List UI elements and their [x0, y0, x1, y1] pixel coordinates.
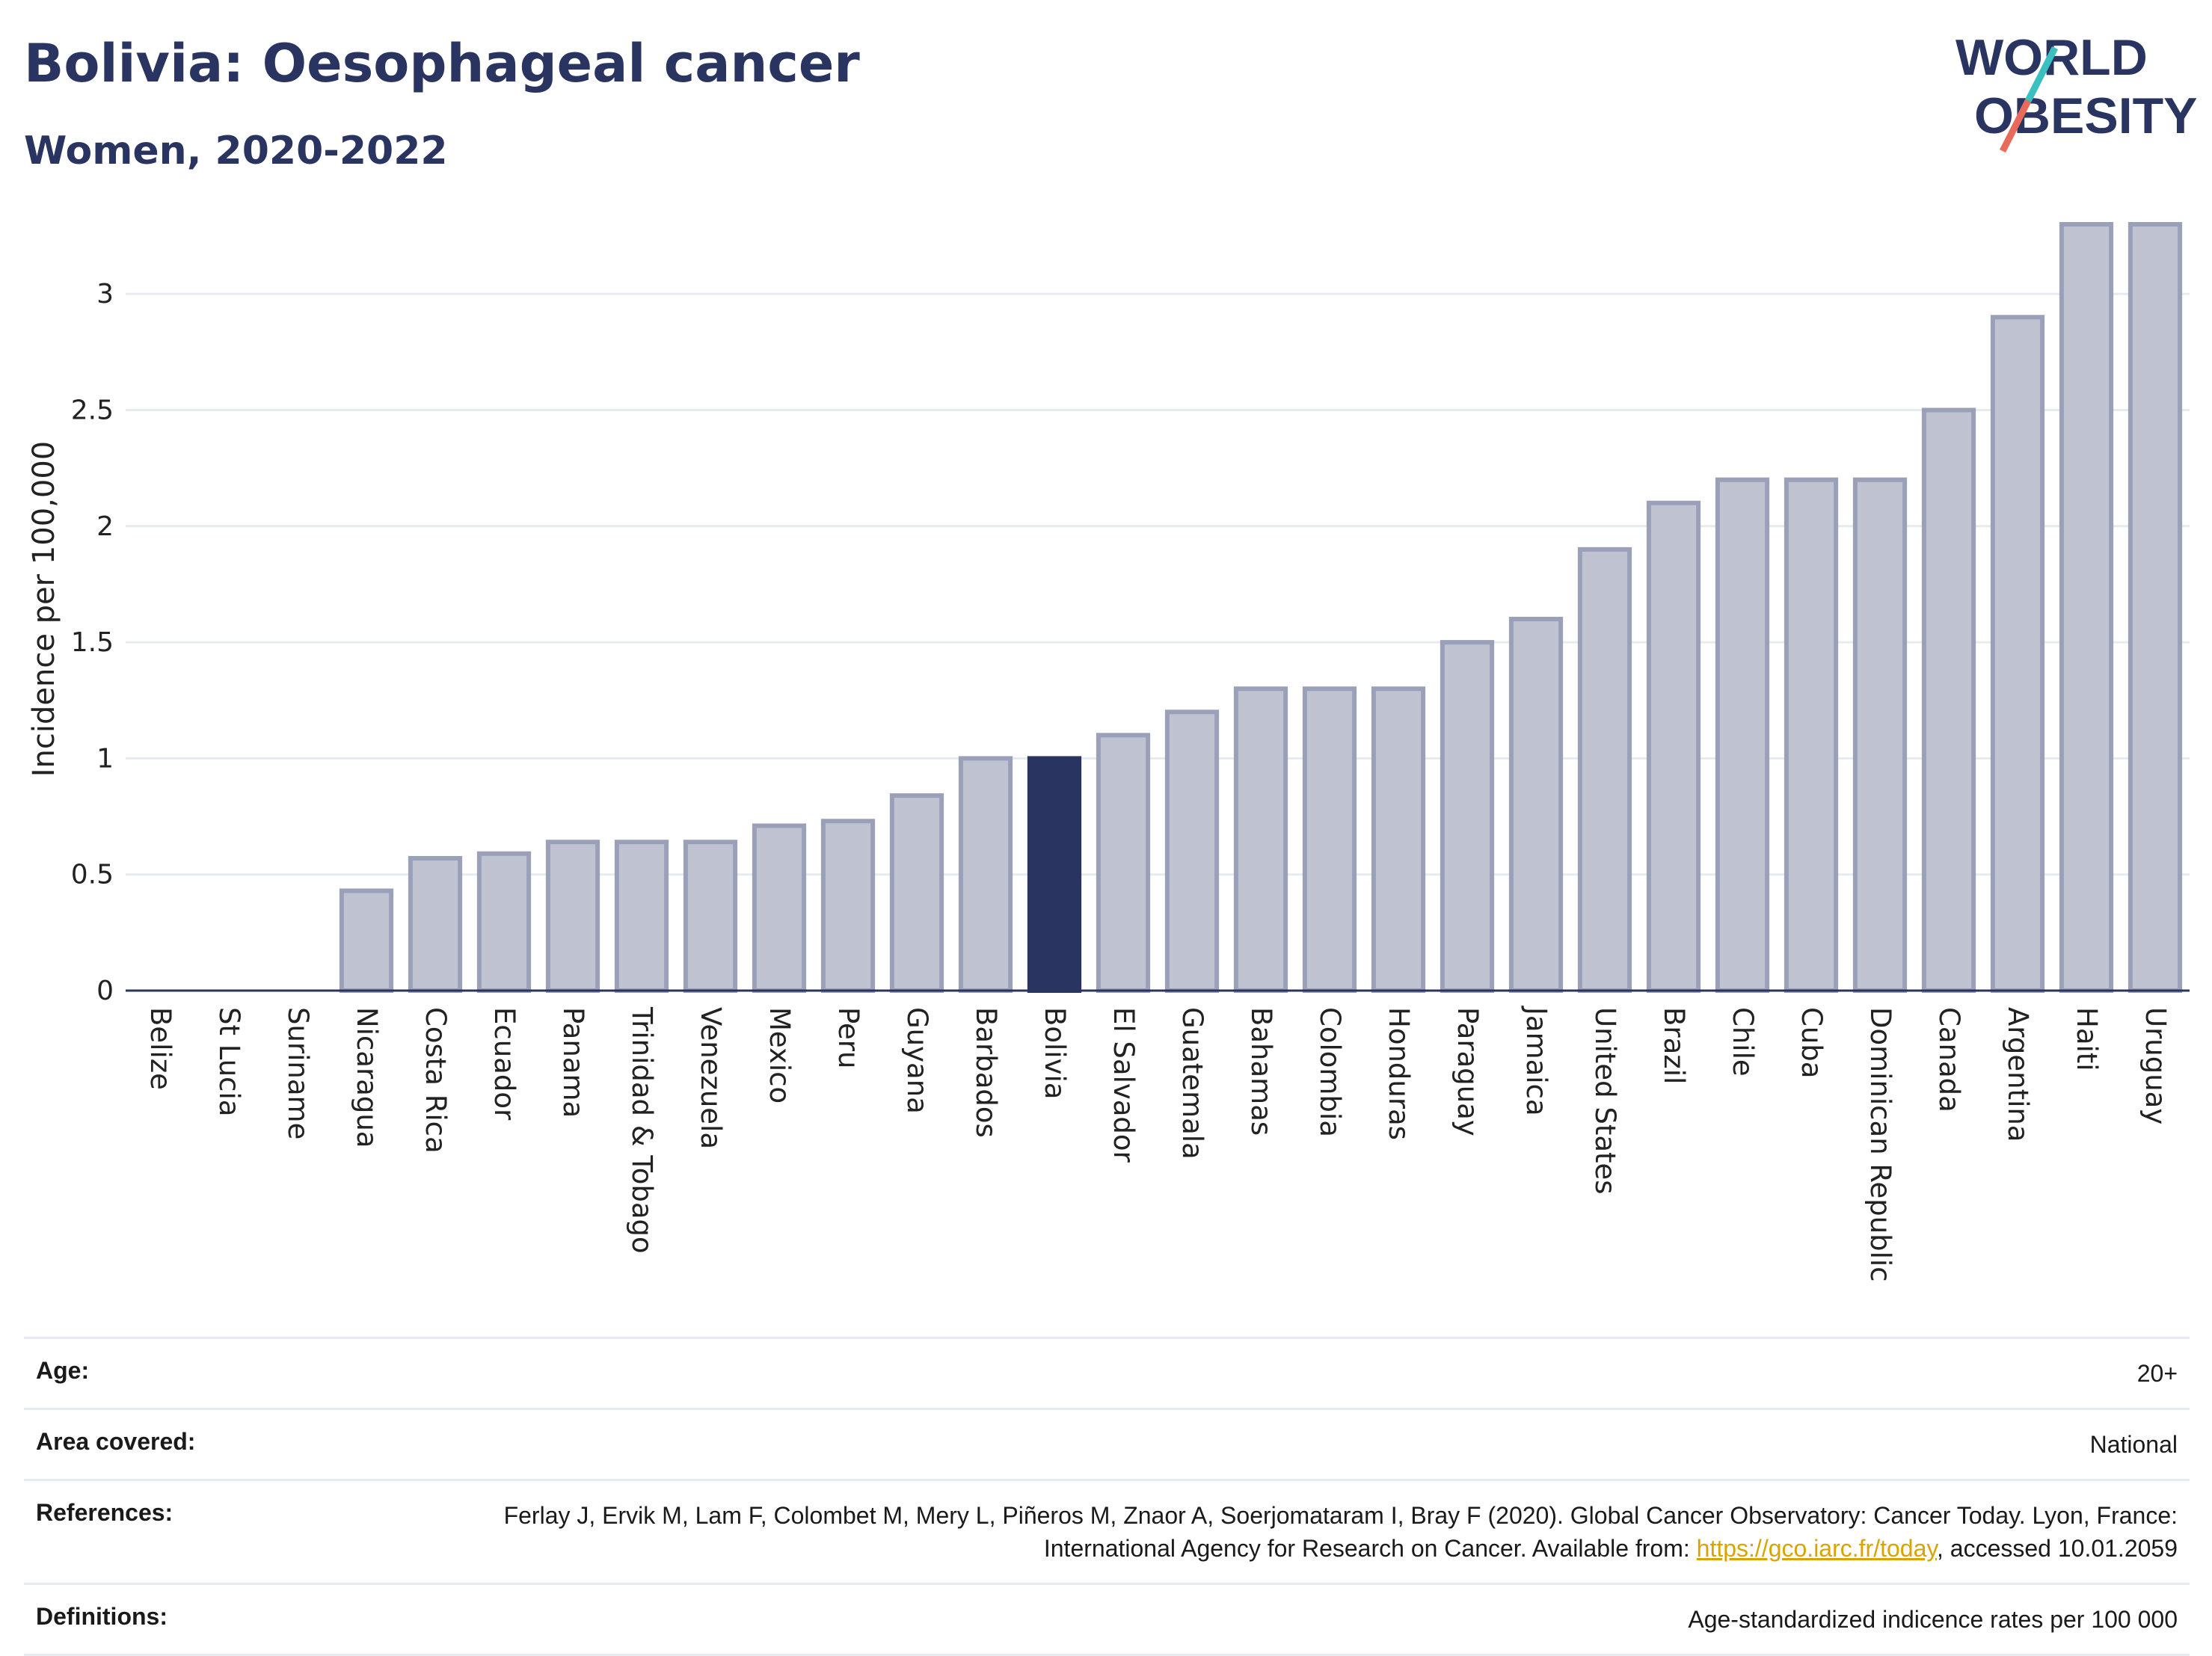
bar — [820, 819, 876, 993]
bar — [1440, 640, 1495, 993]
page-subtitle: Women, 2020-2022 — [24, 129, 448, 173]
world-obesity-logo: WORLD OBESITY — [1956, 29, 2198, 153]
x-tick-label: Guyana — [901, 1007, 933, 1114]
area-label: Area covered: — [36, 1428, 196, 1455]
x-tick-label: Uruguay — [2139, 1007, 2172, 1124]
x-tick-label: Costa Rica — [420, 1007, 452, 1154]
area-value: National — [2089, 1431, 2178, 1458]
y-tick-label: 1 — [96, 743, 114, 774]
y-tick-label: 3 — [96, 279, 114, 310]
x-tick-label: Canada — [1933, 1007, 1965, 1112]
metadata-table: Age: 20+ Area covered: National Referenc… — [24, 1337, 2190, 1656]
x-tick-label: Peru — [832, 1007, 864, 1068]
references-label: References: — [36, 1499, 173, 1526]
x-tick-label: El Salvador — [1107, 1007, 1140, 1163]
bar — [752, 823, 807, 994]
meta-row-definitions: Definitions: Age-standardized indicence … — [24, 1583, 2190, 1656]
bar — [958, 756, 1013, 993]
x-tick-label: Dominican Republic — [1864, 1007, 1896, 1282]
bar — [1508, 617, 1564, 993]
bar — [1302, 686, 1357, 993]
y-tick-label: 0.5 — [71, 860, 114, 890]
age-label: Age: — [36, 1357, 90, 1384]
bar — [1852, 477, 1908, 993]
x-tick-label: Chile — [1727, 1007, 1759, 1077]
references-accessed: , accessed 10.01.2059 — [1936, 1535, 2178, 1562]
page-title: Bolivia: Oesophageal cancer — [24, 33, 860, 94]
y-tick-label: 2.5 — [71, 395, 114, 425]
age-value: 20+ — [2136, 1360, 2178, 1387]
meta-row-area: Area covered: National — [24, 1408, 2190, 1479]
x-tick-label: Barbados — [970, 1007, 1002, 1138]
x-tick-label: Bahamas — [1245, 1007, 1277, 1136]
bar — [1646, 500, 1701, 993]
bar — [545, 840, 600, 994]
x-tick-label: Nicaragua — [351, 1007, 383, 1148]
x-tick-label: United States — [1589, 1007, 1621, 1195]
x-tick-label: Cuba — [1795, 1007, 1828, 1078]
bar-chart: 0 0.5 1 1.5 2 2.5 3 Incidence per 100,000 Belize… — [27, 222, 2190, 1282]
bar — [889, 793, 944, 994]
bar — [1577, 547, 1632, 993]
bar — [614, 840, 669, 994]
x-tick-label: Venezuela — [695, 1007, 727, 1149]
x-tick-label: Colombia — [1314, 1007, 1346, 1137]
bar — [1027, 756, 1082, 993]
x-tick-label: Trinidad & Tobago — [626, 1006, 658, 1254]
y-tick-label: 1.5 — [71, 627, 114, 658]
x-tick-label: Honduras — [1383, 1007, 1415, 1140]
x-tick-label: Panama — [557, 1007, 589, 1118]
bar — [1990, 315, 2045, 993]
bar — [1096, 733, 1151, 993]
references-text: Ferlay J, Ervik M, Lam F, Colombet M, Me… — [503, 1502, 2178, 1562]
bar — [408, 855, 463, 994]
x-tick-label: Belize — [144, 1007, 176, 1090]
x-tick-label: Guatemala — [1176, 1007, 1208, 1160]
x-tick-label: Ecuador — [488, 1007, 520, 1121]
x-tick-label: Brazil — [1658, 1007, 1690, 1084]
x-tick-label: Suriname — [282, 1007, 314, 1139]
bar — [339, 888, 394, 994]
references-value: Ferlay J, Ervik M, Lam F, Colombet M, Me… — [458, 1499, 2178, 1565]
bar — [1233, 686, 1288, 993]
bar — [1164, 710, 1220, 993]
x-tick-label: Haiti — [2071, 1007, 2103, 1071]
meta-row-age: Age: 20+ — [24, 1337, 2190, 1408]
logo-slash-teal — [2024, 46, 2059, 103]
x-tick-label: Mexico — [764, 1007, 796, 1104]
bar — [2059, 222, 2114, 993]
bar — [476, 851, 532, 993]
definitions-label: Definitions: — [36, 1603, 168, 1630]
x-tick-label: Jamaica — [1520, 1006, 1552, 1116]
x-tick-label: Bolivia — [1039, 1007, 1071, 1099]
definitions-value: Age-standardized indicence rates per 100… — [1688, 1606, 2178, 1633]
bar — [683, 840, 738, 994]
bar — [1715, 477, 1770, 993]
y-axis-title: Incidence per 100,000 — [27, 441, 61, 778]
bar — [1921, 407, 1976, 993]
bar — [1784, 477, 1839, 993]
x-tick-label: Argentina — [2002, 1007, 2034, 1142]
references-link[interactable]: https://gco.iarc.fr/today — [1696, 1535, 1937, 1562]
bar — [2127, 222, 2183, 993]
meta-row-references: References: Ferlay J, Ervik M, Lam F, Co… — [24, 1479, 2190, 1583]
x-tick-label: Paraguay — [1451, 1007, 1484, 1136]
y-tick-label: 0 — [96, 976, 114, 1006]
logo-slash-coral — [1999, 99, 2032, 153]
x-tick-label: St Lucia — [213, 1007, 245, 1116]
y-tick-label: 2 — [96, 511, 114, 542]
bar — [1371, 686, 1426, 993]
